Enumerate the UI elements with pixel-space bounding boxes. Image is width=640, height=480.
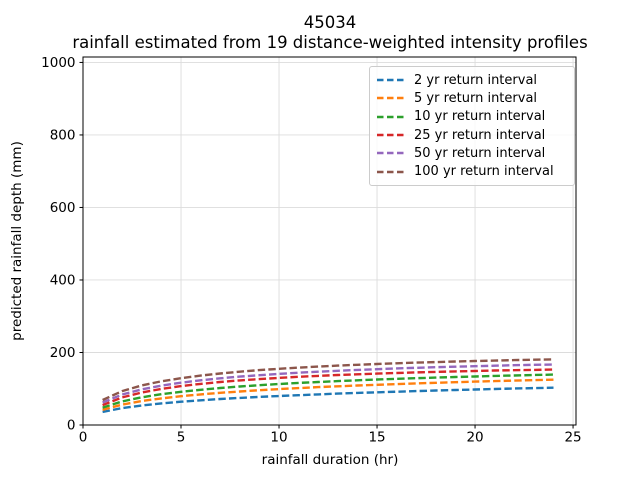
chart-subtitle: rainfall estimated from 19 distance-weig… [72,33,588,52]
legend-label: 50 yr return interval [414,145,546,161]
x-tick-label: 15 [368,430,385,446]
x-axis-label: rainfall duration (hr) [261,452,399,468]
y-tick-label: 200 [50,345,76,361]
legend-line-sample [377,152,405,155]
y-tick-label: 800 [50,127,76,143]
x-tick-label: 5 [177,430,186,446]
legend-label: 25 yr return interval [414,127,546,143]
series-line [102,378,554,411]
legend: 2 yr return interval 5 yr return interval… [369,66,575,186]
y-tick-label: 400 [50,272,76,288]
y-tick-label: 600 [50,200,76,216]
x-tick-label: 10 [270,430,287,446]
series-line [102,368,554,407]
x-tick-label: 0 [79,430,88,446]
y-axis-label: predicted rainfall depth (mm) [9,141,25,341]
chart-title: 45034 [303,13,357,32]
y-tick-label: 1000 [41,55,75,71]
legend-line-sample [377,78,405,82]
legend-line-sample [377,115,405,119]
legend-label: 10 yr return interval [414,109,546,125]
series-line [102,363,554,404]
legend-line-sample [377,97,405,100]
legend-label: 5 yr return interval [414,90,538,106]
legend-item: 2 yr return interval [377,73,567,88]
legend-line-sample [377,133,405,137]
x-tick-label: 20 [466,430,483,446]
legend-label: 100 yr return interval [414,164,554,180]
legend-item: 50 yr return interval [377,146,567,161]
x-tick-label: 25 [564,430,581,446]
y-tick-label: 0 [67,418,76,434]
legend-label: 2 yr return interval [414,72,538,88]
series-line [102,358,554,402]
legend-item: 100 yr return interval [377,164,567,179]
axes-frame [82,56,577,426]
series-line [102,386,554,414]
series-line [102,373,554,409]
legend-item: 25 yr return interval [377,128,567,143]
legend-line-sample [377,170,405,173]
legend-item: 5 yr return interval [377,91,567,106]
legend-item: 10 yr return interval [377,109,567,124]
